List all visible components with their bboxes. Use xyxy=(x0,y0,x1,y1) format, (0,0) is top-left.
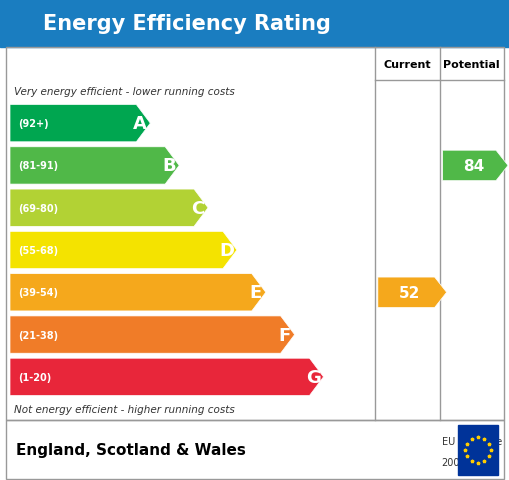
Text: 84: 84 xyxy=(462,158,483,174)
Text: (69-80): (69-80) xyxy=(18,204,58,213)
Polygon shape xyxy=(10,190,208,227)
Text: C: C xyxy=(191,199,204,217)
Text: (21-38): (21-38) xyxy=(18,330,58,340)
Text: Current: Current xyxy=(383,60,430,69)
Text: (81-91): (81-91) xyxy=(18,161,58,171)
Bar xyxy=(0,0,509,48)
Polygon shape xyxy=(377,277,446,308)
Text: E: E xyxy=(249,284,262,301)
Text: B: B xyxy=(162,157,176,175)
Polygon shape xyxy=(10,316,294,353)
Bar xyxy=(457,425,497,475)
Text: (92+): (92+) xyxy=(18,119,48,129)
Polygon shape xyxy=(10,147,179,185)
Text: 2002/91/EC: 2002/91/EC xyxy=(441,457,497,467)
Text: Potential: Potential xyxy=(443,60,499,69)
Text: Very energy efficient - lower running costs: Very energy efficient - lower running co… xyxy=(14,87,234,97)
Text: England, Scotland & Wales: England, Scotland & Wales xyxy=(16,443,245,457)
Text: D: D xyxy=(219,241,234,260)
Polygon shape xyxy=(10,274,265,312)
Text: EU Directive: EU Directive xyxy=(441,436,501,446)
Text: (55-68): (55-68) xyxy=(18,245,58,255)
Polygon shape xyxy=(442,151,507,181)
Bar xyxy=(6,48,503,420)
Bar xyxy=(6,420,503,479)
Text: F: F xyxy=(278,326,290,344)
Text: 52: 52 xyxy=(398,285,419,300)
Text: Not energy efficient - higher running costs: Not energy efficient - higher running co… xyxy=(14,404,234,414)
Text: A: A xyxy=(133,115,147,133)
Polygon shape xyxy=(10,232,237,269)
Text: Energy Efficiency Rating: Energy Efficiency Rating xyxy=(43,14,331,34)
Text: G: G xyxy=(305,368,320,386)
Polygon shape xyxy=(10,105,150,143)
Text: (1-20): (1-20) xyxy=(18,372,51,382)
Text: (39-54): (39-54) xyxy=(18,288,58,298)
Polygon shape xyxy=(10,359,323,396)
